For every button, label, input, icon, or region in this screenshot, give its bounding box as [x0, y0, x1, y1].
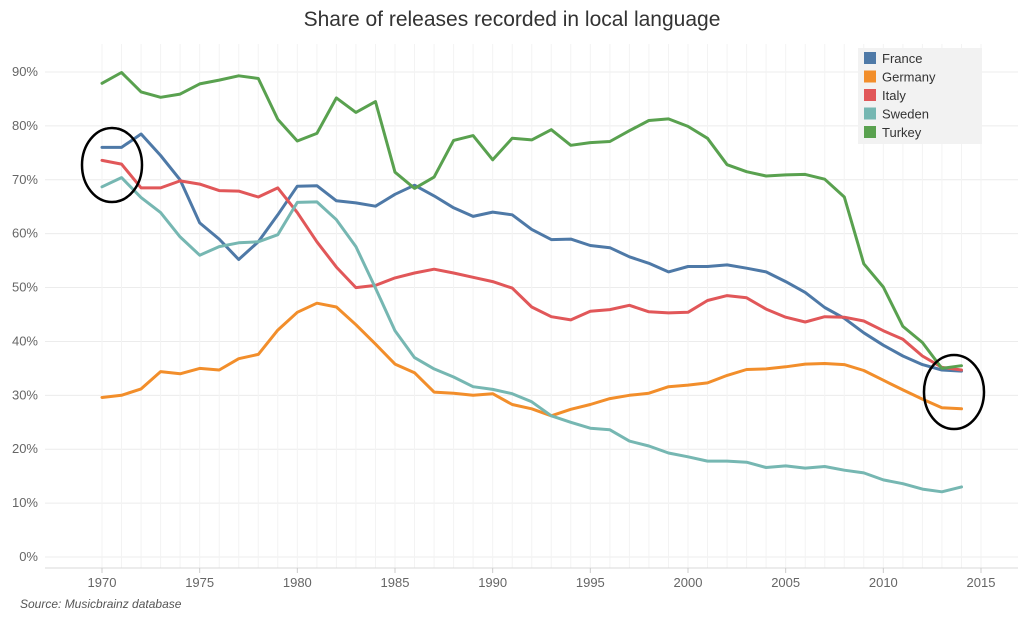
series-line-sweden — [100, 176, 963, 494]
x-tick-label: 1975 — [185, 575, 214, 590]
legend-swatch-germany — [864, 70, 876, 83]
y-tick-label: 30% — [12, 387, 38, 402]
series-line-germany — [100, 301, 963, 418]
y-tick-label: 50% — [12, 280, 38, 295]
series-lines — [100, 71, 963, 494]
annotation-circle-2014 — [922, 353, 986, 431]
legend: France Germany Italy Sweden Turkey — [858, 48, 982, 144]
x-tick-label: 2015 — [967, 575, 996, 590]
y-tick-label: 0% — [19, 549, 38, 564]
legend-swatch-italy — [864, 89, 876, 101]
legend-label-germany: Germany — [882, 70, 936, 85]
x-tick-label: 1985 — [381, 575, 410, 590]
legend-label-turkey: Turkey — [882, 125, 922, 140]
y-tick-label: 80% — [12, 118, 38, 133]
x-tick-label: 2000 — [674, 575, 703, 590]
legend-swatch-sweden — [864, 107, 876, 120]
series-line-turkey — [100, 71, 963, 370]
x-tick-label: 1990 — [478, 575, 507, 590]
y-tick-label: 20% — [12, 441, 38, 456]
legend-label-italy: Italy — [882, 88, 906, 103]
y-axis-ticks: 0% 10% 20% 30% 40% 50% 60% 70% 80% 90% — [12, 64, 38, 564]
y-tick-label: 60% — [12, 226, 38, 241]
series-line-france — [100, 132, 963, 373]
x-tick-label: 1995 — [576, 575, 605, 590]
chart-title: Share of releases recorded in local lang… — [303, 8, 721, 31]
series-line-italy — [100, 158, 963, 372]
y-tick-label: 70% — [12, 172, 38, 187]
x-tick-label: 1970 — [88, 575, 117, 590]
x-tick-label: 2010 — [869, 575, 898, 590]
x-tick-label: 2005 — [771, 575, 800, 590]
legend-label-france: France — [882, 51, 922, 66]
annotation-circle-1970 — [80, 126, 144, 204]
annotations — [80, 126, 986, 431]
y-tick-label: 90% — [12, 64, 38, 79]
legend-swatch-france — [864, 52, 876, 64]
y-tick-label: 40% — [12, 333, 38, 348]
legend-box — [858, 48, 982, 144]
y-tick-label: 10% — [12, 495, 38, 510]
x-tick-label: 1980 — [283, 575, 312, 590]
legend-label-sweden: Sweden — [882, 107, 929, 122]
x-axis-ticks: 1970 1975 1980 1985 1990 1995 2000 2005 2010 2015 — [88, 568, 996, 590]
legend-swatch-turkey — [864, 126, 876, 138]
source-note: Source: Musicbrainz database — [20, 597, 182, 611]
